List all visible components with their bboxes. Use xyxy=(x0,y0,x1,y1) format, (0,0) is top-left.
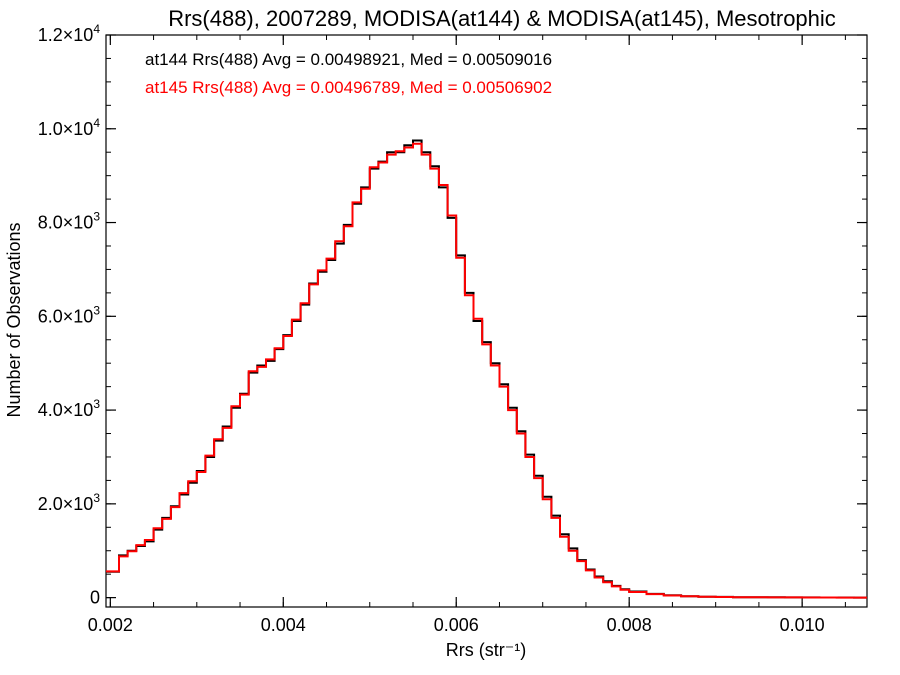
series-at144 xyxy=(106,139,867,599)
y-axis-label: Number of Observations xyxy=(4,222,24,417)
annotation-at144: at144 Rrs(488) Avg = 0.00498921, Med = 0… xyxy=(145,50,552,69)
y-tick-label: 2.0×103 xyxy=(38,491,101,514)
chart-title: Rrs(488), 2007289, MODISA(at144) & MODIS… xyxy=(168,6,836,31)
y-tick-label: 0 xyxy=(90,588,100,608)
plot-frame xyxy=(105,34,868,608)
x-tick-label: 0.010 xyxy=(780,615,825,635)
y-tick-label: 8.0×103 xyxy=(38,210,101,233)
y-tick-label: 4.0×103 xyxy=(38,397,101,420)
y-tick-label: 1.0×104 xyxy=(38,116,101,139)
series-at145 xyxy=(106,142,867,599)
y-tick-label: 6.0×103 xyxy=(38,303,101,326)
x-tick-label: 0.008 xyxy=(607,615,652,635)
x-axis-label: Rrs (str⁻¹) xyxy=(446,640,526,660)
series-layer xyxy=(106,139,867,599)
x-tick-label: 0.004 xyxy=(261,615,306,635)
axis-ticks: 0.002 0.004 0.006 0.008 0.010 0 2.0×103 4.0×103… xyxy=(38,22,867,635)
x-tick-label: 0.006 xyxy=(434,615,479,635)
y-tick-label: 1.2×104 xyxy=(38,22,101,45)
x-tick-label: 0.002 xyxy=(88,615,133,635)
annotation-at145: at145 Rrs(488) Avg = 0.00496789, Med = 0… xyxy=(145,78,552,97)
